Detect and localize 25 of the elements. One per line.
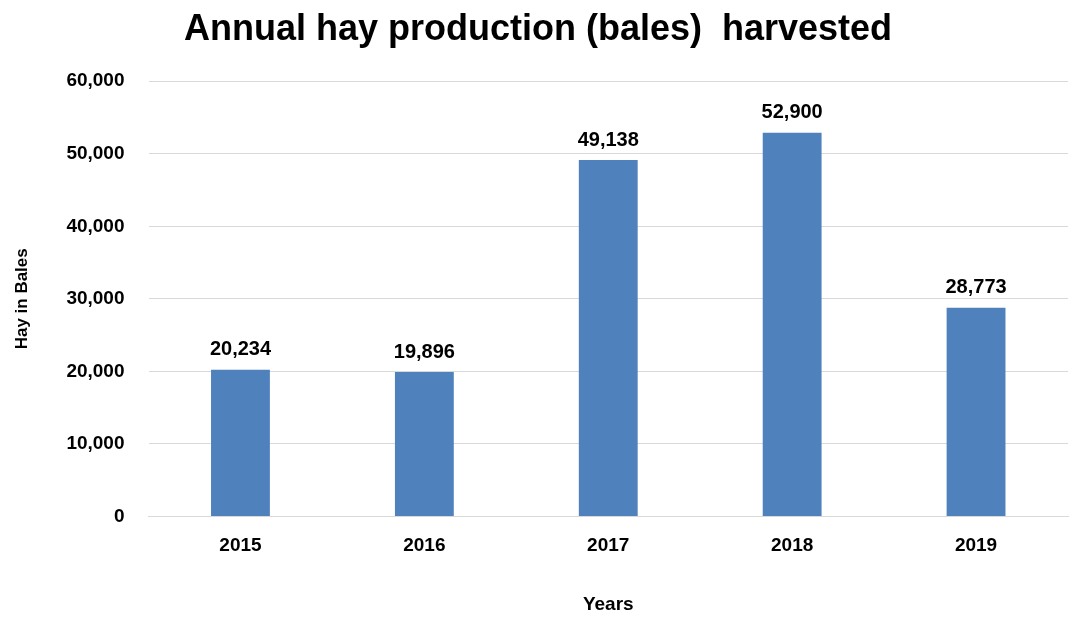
y-tick-label: 50,000	[66, 141, 125, 163]
data-label: 20,234	[209, 337, 272, 360]
bar	[394, 372, 454, 516]
y-tick-label: 0	[113, 504, 125, 526]
data-label: 52,900	[761, 100, 823, 123]
data-label: 19,896	[393, 339, 455, 362]
bar	[578, 159, 638, 516]
x-axis-title: Years	[582, 592, 634, 614]
y-tick-label: 20,000	[66, 359, 125, 381]
y-tick-label: 10,000	[66, 432, 125, 454]
y-axis-title: Hay in Bales	[11, 248, 31, 350]
y-tick-label: 30,000	[66, 287, 125, 309]
x-tick-label: 2019	[954, 534, 998, 556]
y-tick-label: 60,000	[66, 69, 125, 91]
chart-title: Annual hay production (bales) harvested	[183, 6, 893, 48]
x-tick-label: 2016	[403, 534, 446, 556]
x-tick-label: 2017	[587, 534, 630, 556]
bar	[211, 369, 270, 516]
x-tick-label: 2015	[219, 534, 263, 556]
bar	[762, 132, 822, 516]
data-label: 28,773	[945, 275, 1007, 298]
data-label: 49,138	[577, 127, 639, 150]
x-tick-label: 2018	[771, 534, 814, 556]
y-tick-label: 40,000	[66, 214, 125, 236]
bar	[946, 307, 1006, 516]
